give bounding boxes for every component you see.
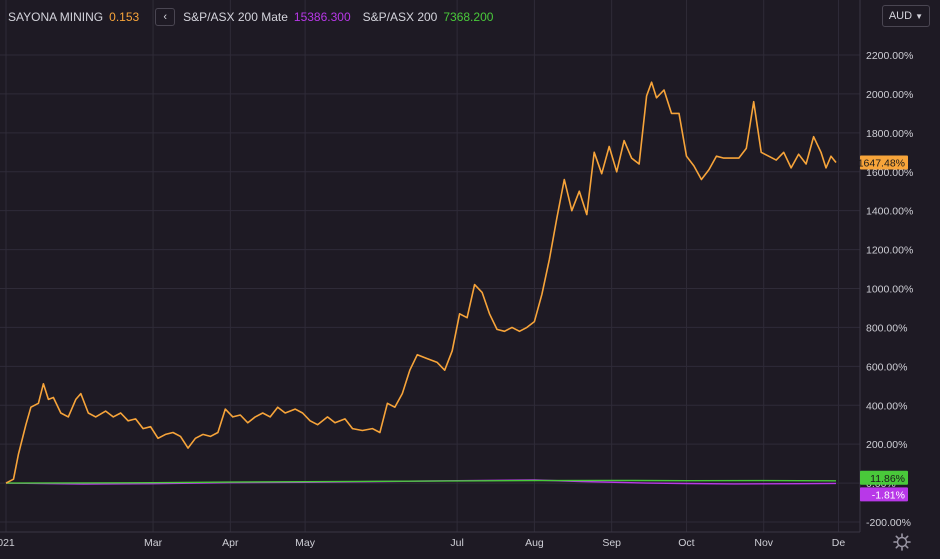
y-tick-label: 1200.00%	[866, 245, 913, 257]
x-tick-label: Oct	[678, 537, 694, 549]
y-tick-label: 1000.00%	[866, 284, 913, 296]
legend-series-value-asx200-materials: 15386.300	[293, 10, 351, 24]
x-tick-label: Aug	[525, 537, 544, 549]
series-line-sayona-mining	[5, 81, 837, 484]
currency-label: AUD	[888, 10, 913, 22]
y-tick-label: 800.00%	[866, 322, 907, 334]
chevron-left-icon[interactable]: ‹	[155, 8, 176, 26]
y-tick-label: 200.00%	[866, 439, 907, 451]
price-label-text: 1647.48%	[858, 158, 905, 170]
series-lines	[5, 81, 837, 485]
x-tick-label: Apr	[222, 537, 239, 549]
time-axis[interactable]: 021 Mar Apr May Jul Aug Sep Oct Nov De	[0, 537, 845, 549]
legend-series-value-asx200: 7368.200	[443, 10, 494, 24]
x-tick-label: Mar	[144, 537, 163, 549]
price-label-box	[860, 155, 908, 170]
legend-series-name-asx200[interactable]: S&P/ASX 200	[362, 10, 438, 24]
y-tick-label: 1400.00%	[866, 206, 913, 218]
y-tick-label: 2200.00%	[866, 50, 913, 62]
y-tick-label: 2000.00%	[866, 89, 913, 101]
price-label-box	[860, 470, 908, 485]
currency-selector[interactable]: AUD ▼	[881, 5, 930, 27]
legend: SAYONA MINING 0.153 ‹ S&P/ASX 200 Mate 1…	[8, 8, 505, 26]
y-tick-label: 600.00%	[866, 361, 907, 373]
vertical-grid	[5, 0, 839, 532]
gear-icon[interactable]	[892, 532, 912, 552]
y-tick-label: -200.00%	[866, 517, 911, 529]
chevron-down-icon: ▼	[915, 11, 923, 21]
price-label-text: -1.81%	[872, 489, 905, 501]
price-labels: 1647.48% 11.86% -1.81%	[858, 155, 908, 502]
x-tick-label: Nov	[754, 537, 773, 549]
x-tick-label: 021	[0, 537, 15, 549]
price-label-s-p-asx-200: 11.86%	[860, 470, 908, 485]
x-tick-label: May	[295, 537, 316, 549]
price-label-s-p-asx-200-mate: -1.81%	[860, 487, 908, 502]
legend-series-name-sayona[interactable]: SAYONA MINING	[8, 10, 104, 24]
legend-series-name-asx200-materials[interactable]: S&P/ASX 200 Mate	[183, 10, 288, 24]
price-label-sayona-mining: 1647.48%	[858, 155, 908, 170]
x-tick-label: Sep	[602, 537, 621, 549]
y-tick-label: 1600.00%	[866, 167, 913, 179]
x-tick-label: Jul	[450, 537, 463, 549]
legend-series-value-sayona: 0.153	[109, 10, 140, 24]
y-tick-label: 400.00%	[866, 400, 907, 412]
x-tick-label: De	[832, 537, 846, 549]
price-label-box	[860, 487, 908, 502]
price-axis[interactable]: 2200.00% 2000.00% 1800.00% 1600.00% 1400.00%…	[866, 50, 913, 529]
price-label-text: 11.86%	[870, 473, 905, 485]
series-line-s-p-asx-200	[5, 479, 837, 484]
y-tick-label: 1800.00%	[866, 128, 913, 140]
